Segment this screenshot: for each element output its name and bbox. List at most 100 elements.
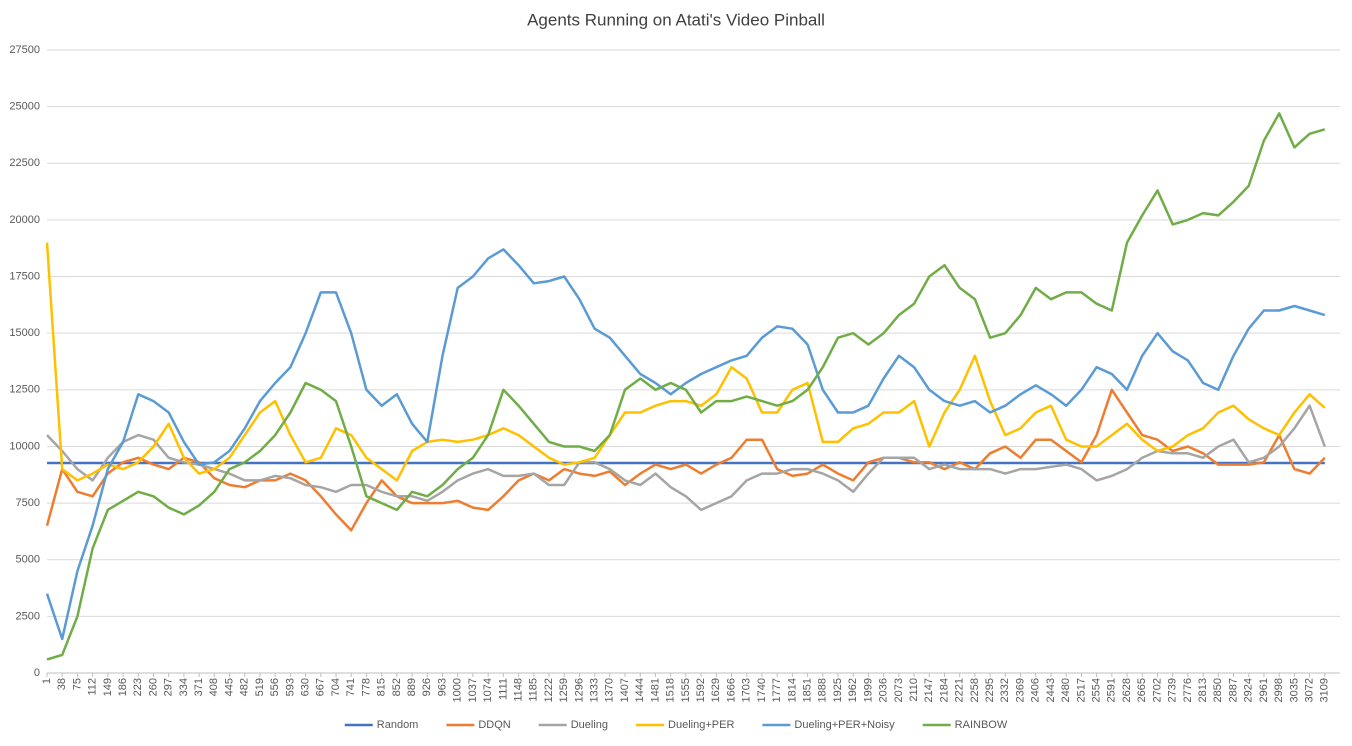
y-tick-label: 17500 [9, 270, 40, 282]
legend-label: Random [377, 719, 419, 731]
x-tick-label: 2924 [1243, 678, 1255, 702]
x-tick-label: 2702 [1151, 678, 1163, 702]
x-tick-label: 1740 [756, 678, 768, 702]
x-tick-label: 852 [391, 678, 403, 696]
x-tick-label: 1962 [847, 678, 859, 702]
x-tick-label: 149 [102, 678, 114, 696]
x-tick-label: 1037 [467, 678, 479, 702]
x-tick-label: 186 [117, 678, 129, 696]
x-tick-label: 2850 [1212, 678, 1224, 702]
x-tick-label: 1888 [817, 678, 829, 702]
x-tick-label: 2369 [1014, 678, 1026, 702]
legend-label: DDQN [478, 719, 510, 731]
x-tick-label: 2591 [1106, 678, 1118, 702]
x-tick-label: 1407 [619, 678, 631, 702]
x-tick-label: 1370 [604, 678, 616, 702]
x-tick-label: 2332 [999, 678, 1011, 702]
x-tick-label: 1296 [573, 678, 585, 702]
series-line [46, 404, 1326, 512]
x-tick-label: 2480 [1060, 678, 1072, 702]
x-tick-label: 2073 [893, 678, 905, 702]
x-tick-label: 3035 [1288, 678, 1300, 702]
series-line [45, 248, 1326, 641]
x-tick-label: 2036 [878, 678, 890, 702]
x-tick-label: 1074 [482, 678, 494, 702]
x-tick-label: 963 [436, 678, 448, 696]
x-tick-label: 1333 [589, 678, 601, 702]
x-tick-label: 630 [300, 678, 312, 696]
y-tick-label: 27500 [9, 44, 40, 56]
x-tick-label: 926 [421, 678, 433, 696]
y-tick-label: 20000 [9, 214, 40, 226]
y-tick-label: 5000 [16, 554, 40, 566]
x-tick-label: 1703 [741, 678, 753, 702]
x-tick-label: 445 [223, 678, 235, 696]
x-tick-label: 334 [178, 678, 190, 696]
x-tick-label: 482 [239, 678, 251, 696]
x-tick-label: 2628 [1121, 678, 1133, 702]
x-tick-label: 889 [406, 678, 418, 696]
x-tick-label: 1777 [771, 678, 783, 702]
x-tick-label: 2221 [954, 678, 966, 702]
x-tick-label: 667 [315, 678, 327, 696]
x-tick-label: 741 [345, 678, 357, 696]
x-tick-label: 3109 [1319, 678, 1331, 702]
legend-label: Dueling [571, 719, 608, 731]
x-tick-label: 2184 [938, 678, 950, 702]
x-tick-label: 1111 [497, 678, 509, 700]
x-tick-label: 2665 [1136, 678, 1148, 702]
x-tick-label: 1222 [543, 678, 555, 702]
x-tick-label: 593 [284, 678, 296, 696]
x-tick-label: 223 [132, 678, 144, 696]
x-tick-label: 2554 [1091, 678, 1103, 702]
y-tick-label: 10000 [9, 440, 40, 452]
x-tick-label: 1148 [512, 678, 524, 702]
x-tick-label: 1518 [665, 678, 677, 702]
x-tick-label: 815 [376, 678, 388, 696]
x-tick-label: 1999 [862, 678, 874, 702]
y-tick-label: 7500 [16, 497, 40, 509]
x-tick-label: 1629 [710, 678, 722, 702]
x-tick-label: 2406 [1030, 678, 1042, 702]
x-tick-label: 1259 [558, 678, 570, 702]
legend-label: Dueling+PER+Noisy [794, 719, 895, 731]
x-tick-label: 1444 [634, 678, 646, 702]
x-tick-label: 75 [71, 678, 83, 690]
y-tick-label: 25000 [9, 101, 40, 113]
x-tick-label: 2517 [1075, 678, 1087, 702]
legend: Random DDQN Dueling Dueling+PER Dueling+PER+… [344, 719, 1008, 731]
x-tick-label: 2110 [908, 678, 920, 702]
x-tick-label: 2443 [1045, 678, 1057, 702]
x-tick-label: 1481 [649, 678, 661, 702]
x-tick-label: 2776 [1182, 678, 1194, 702]
x-tick-label: 1555 [680, 678, 692, 702]
x-tick-label: 2739 [1167, 678, 1179, 702]
x-tick-label: 112 [87, 678, 99, 696]
x-tick-label: 1851 [801, 678, 813, 702]
x-tick-label: 556 [269, 678, 281, 696]
x-tick-label: 2258 [969, 678, 981, 702]
y-tick-label: 22500 [9, 157, 40, 169]
x-tick-label: 38 [56, 678, 68, 690]
series-line [46, 112, 1326, 661]
chart-title: Agents Running on Atati's Video Pinball [527, 10, 825, 29]
x-tick-label: 371 [193, 678, 205, 696]
x-tick-label: 1925 [832, 678, 844, 702]
series-line [45, 242, 1326, 482]
x-tick-label: 2813 [1197, 678, 1209, 702]
x-tick-label: 778 [360, 678, 372, 696]
x-tick-label: 2295 [984, 678, 996, 702]
x-tick-label: 2887 [1227, 678, 1239, 702]
y-tick-label: 0 [34, 667, 40, 679]
x-tick-label: 704 [330, 678, 342, 696]
x-tick-label: 1592 [695, 678, 707, 702]
x-tick-label: 3072 [1303, 678, 1315, 702]
x-tick-label: 2147 [923, 678, 935, 702]
x-tick-label: 1 [41, 678, 53, 684]
x-tick-label: 519 [254, 678, 266, 696]
legend-label: RAINBOW [955, 719, 1008, 731]
y-tick-label: 2500 [16, 610, 40, 622]
x-tick-label: 1666 [725, 678, 737, 702]
